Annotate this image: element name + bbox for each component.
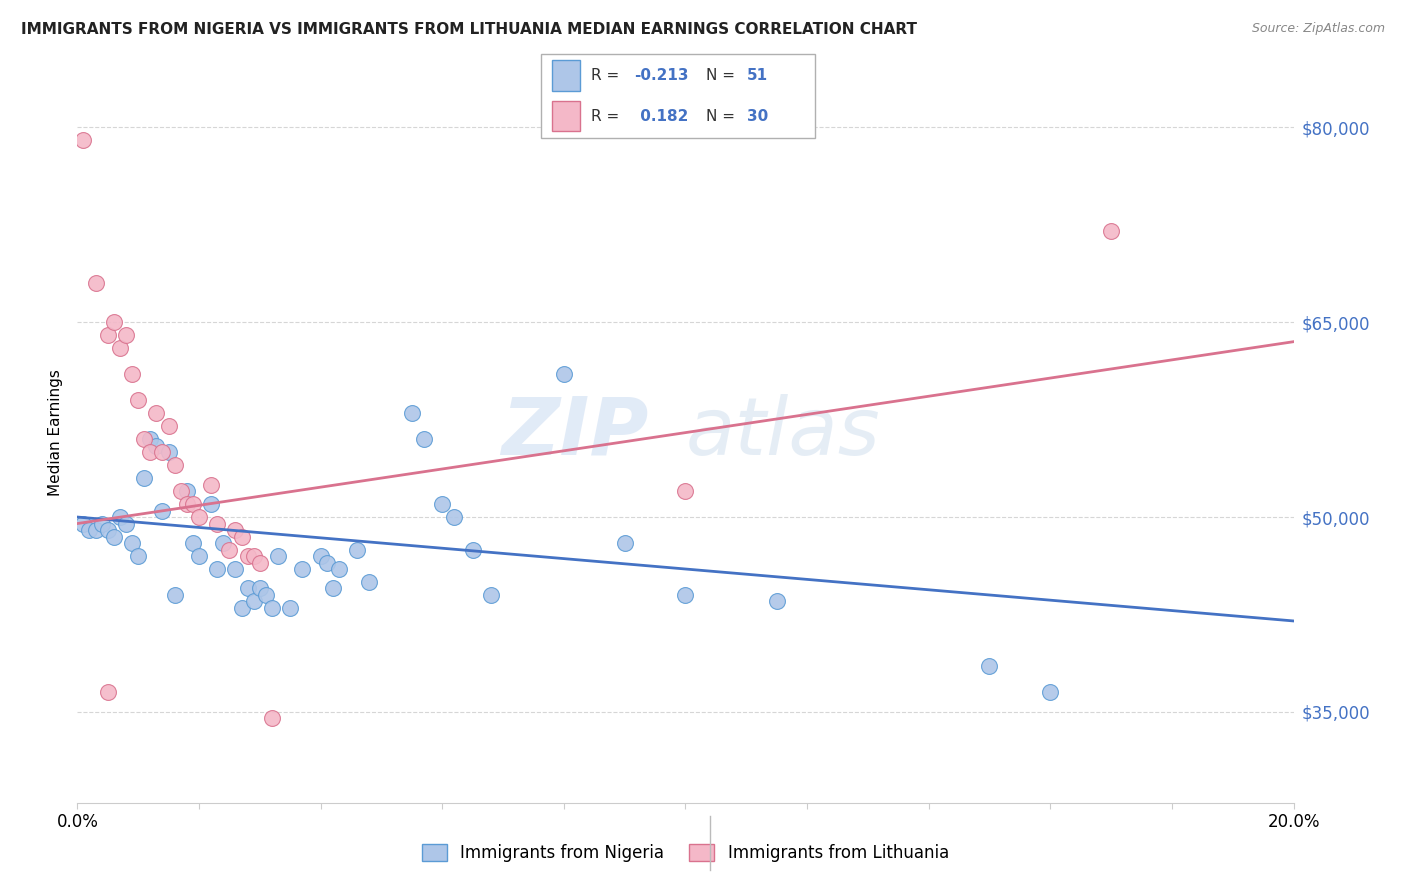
- Text: IMMIGRANTS FROM NIGERIA VS IMMIGRANTS FROM LITHUANIA MEDIAN EARNINGS CORRELATION: IMMIGRANTS FROM NIGERIA VS IMMIGRANTS FR…: [21, 22, 917, 37]
- Point: [231, 529, 253, 543]
- Text: 51: 51: [747, 68, 768, 83]
- Text: N =: N =: [706, 68, 735, 83]
- Point: [242, 549, 264, 563]
- Point: [97, 328, 120, 343]
- Point: [765, 594, 787, 608]
- Text: 30: 30: [747, 109, 768, 124]
- Point: [127, 549, 149, 563]
- Point: [260, 711, 283, 725]
- Point: [72, 133, 94, 147]
- Point: [1039, 685, 1062, 699]
- Point: [170, 484, 193, 499]
- Point: [675, 484, 697, 499]
- FancyBboxPatch shape: [541, 54, 815, 138]
- Text: Source: ZipAtlas.com: Source: ZipAtlas.com: [1251, 22, 1385, 36]
- Point: [97, 685, 120, 699]
- Point: [200, 477, 222, 491]
- Point: [359, 574, 381, 589]
- Point: [443, 510, 465, 524]
- Point: [309, 549, 332, 563]
- Point: [97, 523, 120, 537]
- Point: [249, 556, 271, 570]
- Point: [157, 445, 180, 459]
- Text: -0.213: -0.213: [634, 68, 689, 83]
- Point: [200, 497, 222, 511]
- Point: [979, 659, 1001, 673]
- Point: [553, 367, 575, 381]
- Text: R =: R =: [591, 109, 619, 124]
- Point: [613, 536, 636, 550]
- Point: [267, 549, 290, 563]
- Point: [1099, 224, 1122, 238]
- Point: [212, 536, 235, 550]
- Point: [139, 445, 162, 459]
- FancyBboxPatch shape: [553, 101, 579, 131]
- Point: [249, 582, 271, 596]
- Point: [236, 549, 259, 563]
- Point: [188, 549, 211, 563]
- Point: [103, 529, 125, 543]
- Point: [115, 516, 138, 531]
- Point: [315, 556, 337, 570]
- Point: [127, 393, 149, 408]
- Point: [413, 432, 436, 446]
- Point: [121, 367, 143, 381]
- Text: N =: N =: [706, 109, 735, 124]
- Point: [401, 406, 423, 420]
- Legend: Immigrants from Nigeria, Immigrants from Lithuania: Immigrants from Nigeria, Immigrants from…: [415, 837, 956, 869]
- Point: [322, 582, 344, 596]
- Point: [108, 510, 131, 524]
- Point: [205, 516, 228, 531]
- Point: [181, 536, 204, 550]
- Point: [145, 406, 167, 420]
- Point: [163, 588, 186, 602]
- Point: [176, 497, 198, 511]
- Point: [84, 277, 107, 291]
- Point: [278, 601, 301, 615]
- Point: [260, 601, 283, 615]
- Point: [152, 503, 174, 517]
- Point: [134, 471, 156, 485]
- Text: 0.182: 0.182: [634, 109, 688, 124]
- Text: ZIP: ZIP: [502, 393, 650, 472]
- Text: atlas: atlas: [686, 393, 880, 472]
- Point: [157, 419, 180, 434]
- Point: [479, 588, 502, 602]
- Y-axis label: Median Earnings: Median Earnings: [48, 369, 63, 496]
- Point: [254, 588, 277, 602]
- Point: [675, 588, 697, 602]
- Point: [242, 594, 264, 608]
- Point: [231, 601, 253, 615]
- Point: [218, 542, 240, 557]
- Point: [103, 315, 125, 329]
- Point: [145, 439, 167, 453]
- Point: [79, 523, 101, 537]
- Point: [224, 562, 246, 576]
- Point: [430, 497, 453, 511]
- Point: [176, 484, 198, 499]
- Point: [115, 328, 138, 343]
- Point: [134, 432, 156, 446]
- Point: [224, 523, 246, 537]
- Point: [90, 516, 112, 531]
- Point: [328, 562, 350, 576]
- Point: [163, 458, 186, 472]
- Point: [121, 536, 143, 550]
- Point: [72, 516, 94, 531]
- Text: R =: R =: [591, 68, 619, 83]
- Point: [108, 341, 131, 355]
- Point: [205, 562, 228, 576]
- FancyBboxPatch shape: [553, 61, 579, 91]
- Point: [84, 523, 107, 537]
- Point: [346, 542, 368, 557]
- Point: [461, 542, 484, 557]
- Point: [291, 562, 314, 576]
- Point: [181, 497, 204, 511]
- Point: [152, 445, 174, 459]
- Point: [139, 432, 162, 446]
- Point: [236, 582, 259, 596]
- Point: [188, 510, 211, 524]
